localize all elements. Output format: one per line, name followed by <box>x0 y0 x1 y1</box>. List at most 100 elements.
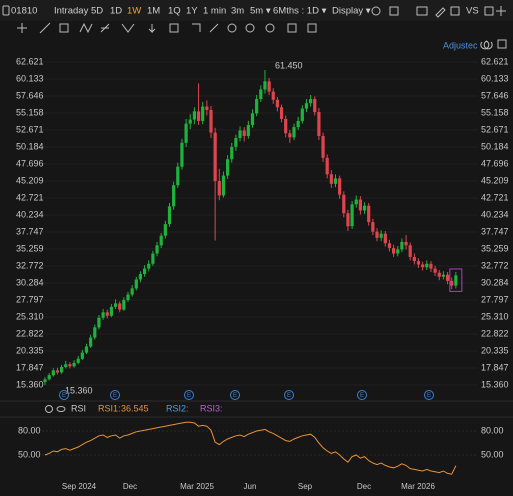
vs-button[interactable]: VS <box>466 6 479 17</box>
candle-body <box>396 249 400 254</box>
hide-tool[interactable] <box>265 23 275 33</box>
candle-body <box>213 132 217 182</box>
event-marker[interactable] <box>284 390 294 400</box>
lock-tool[interactable] <box>245 23 255 33</box>
period-button[interactable]: 1D <box>110 6 122 17</box>
event-marker[interactable] <box>59 390 69 400</box>
candle-body <box>147 263 151 269</box>
crosshair-icon[interactable] <box>17 23 27 33</box>
candle-body <box>217 181 221 196</box>
period-button[interactable]: 5m ▾ <box>250 6 271 17</box>
period-button[interactable]: 5D <box>91 6 103 17</box>
candle-body <box>400 241 404 250</box>
candle-body <box>292 127 296 138</box>
y-tick-label: 32.772 <box>16 260 44 270</box>
candle-body <box>138 274 143 280</box>
arrow-tool[interactable] <box>148 24 156 34</box>
candle-body <box>101 312 105 318</box>
candle-body <box>255 99 259 114</box>
candle-body <box>184 123 188 143</box>
candle-body <box>313 99 317 113</box>
fullscreen-icon[interactable] <box>497 39 507 49</box>
candle-body <box>263 81 267 90</box>
adjusted-toggle[interactable]: Adjustec <box>443 40 478 50</box>
candle-body <box>196 111 201 121</box>
candle-body <box>392 248 396 254</box>
event-letter: E <box>287 393 291 399</box>
candle-body <box>47 375 51 380</box>
wave-tool[interactable] <box>79 22 93 34</box>
candle-body <box>126 294 130 301</box>
y-tick-label: 62.621 <box>16 56 44 66</box>
add-icon[interactable] <box>496 6 506 16</box>
event-marker[interactable] <box>184 390 194 400</box>
candle-body <box>84 346 89 353</box>
draw-icon[interactable] <box>435 7 446 18</box>
y-tick-label: 22.822 <box>481 328 509 338</box>
y-tick-label: 47.696 <box>481 158 509 168</box>
candle-body <box>163 224 167 236</box>
rsi1-label: RSI1: <box>98 403 121 413</box>
candle-body <box>118 303 122 310</box>
period-button[interactable]: 3m <box>231 6 244 17</box>
period-button[interactable]: 1M <box>147 6 160 17</box>
candle-body <box>80 352 84 359</box>
candle-body <box>429 263 433 269</box>
candle-body <box>284 118 288 134</box>
candle-body <box>238 130 242 139</box>
period-button[interactable]: Intraday <box>54 6 89 17</box>
event-marker[interactable] <box>230 390 240 400</box>
delete-tool[interactable] <box>307 23 317 33</box>
candle-body <box>176 166 180 186</box>
symbol[interactable]: 01810 <box>11 6 37 17</box>
candle-body <box>68 364 72 367</box>
expand-icon[interactable] <box>484 6 494 16</box>
candle-body <box>437 272 441 277</box>
text-tool[interactable] <box>169 23 179 33</box>
period-button[interactable]: 1Y <box>186 6 198 17</box>
undo-redo[interactable] <box>480 40 493 50</box>
candle-body <box>309 99 313 104</box>
brush-tool[interactable] <box>209 23 219 33</box>
rect-tool[interactable] <box>59 23 69 33</box>
eye-tool[interactable] <box>287 23 297 33</box>
drawing-toolbar <box>17 22 317 34</box>
selection-box <box>449 268 463 292</box>
display-menu[interactable]: Display ▾ <box>332 6 371 17</box>
settings-icon[interactable] <box>371 6 381 16</box>
period-button[interactable]: 1Q <box>168 6 181 17</box>
ruler-tool[interactable] <box>192 23 201 32</box>
y-tick-label: 20.335 <box>481 345 509 355</box>
period-button[interactable]: 6Mths : 1D ▾ <box>273 6 327 17</box>
layout-icon[interactable] <box>389 6 399 16</box>
candle-body <box>60 366 64 373</box>
magnet-tool[interactable] <box>227 23 237 33</box>
candle-body <box>159 235 163 246</box>
rsi-eye[interactable] <box>56 406 66 412</box>
line-tool[interactable] <box>39 22 51 34</box>
tool-icon[interactable] <box>450 6 460 16</box>
period-button[interactable]: 1 min <box>203 6 226 17</box>
y-tick-label: 35.259 <box>16 243 44 253</box>
event-marker[interactable] <box>424 390 434 400</box>
candle-body <box>64 364 68 367</box>
event-marker[interactable] <box>110 390 120 400</box>
pattern-tool[interactable] <box>121 23 135 33</box>
y-tick-label: 52.671 <box>16 124 44 134</box>
fib-tool[interactable] <box>100 23 110 33</box>
camera-icon[interactable] <box>416 6 428 16</box>
rsi-line <box>44 421 457 475</box>
event-letter: E <box>427 393 431 399</box>
candle-body <box>209 110 213 133</box>
candle-body <box>371 222 375 232</box>
rsi-settings[interactable] <box>45 405 53 413</box>
candle-body <box>441 274 445 277</box>
y-tick-label: 50.184 <box>16 141 44 151</box>
candle-body <box>246 125 250 136</box>
candle-body <box>51 370 55 376</box>
rsi3-label: RSI3: <box>200 403 223 413</box>
symbol-icon <box>2 5 10 16</box>
period-button[interactable]: 1W <box>127 6 141 17</box>
event-marker[interactable] <box>357 390 367 400</box>
